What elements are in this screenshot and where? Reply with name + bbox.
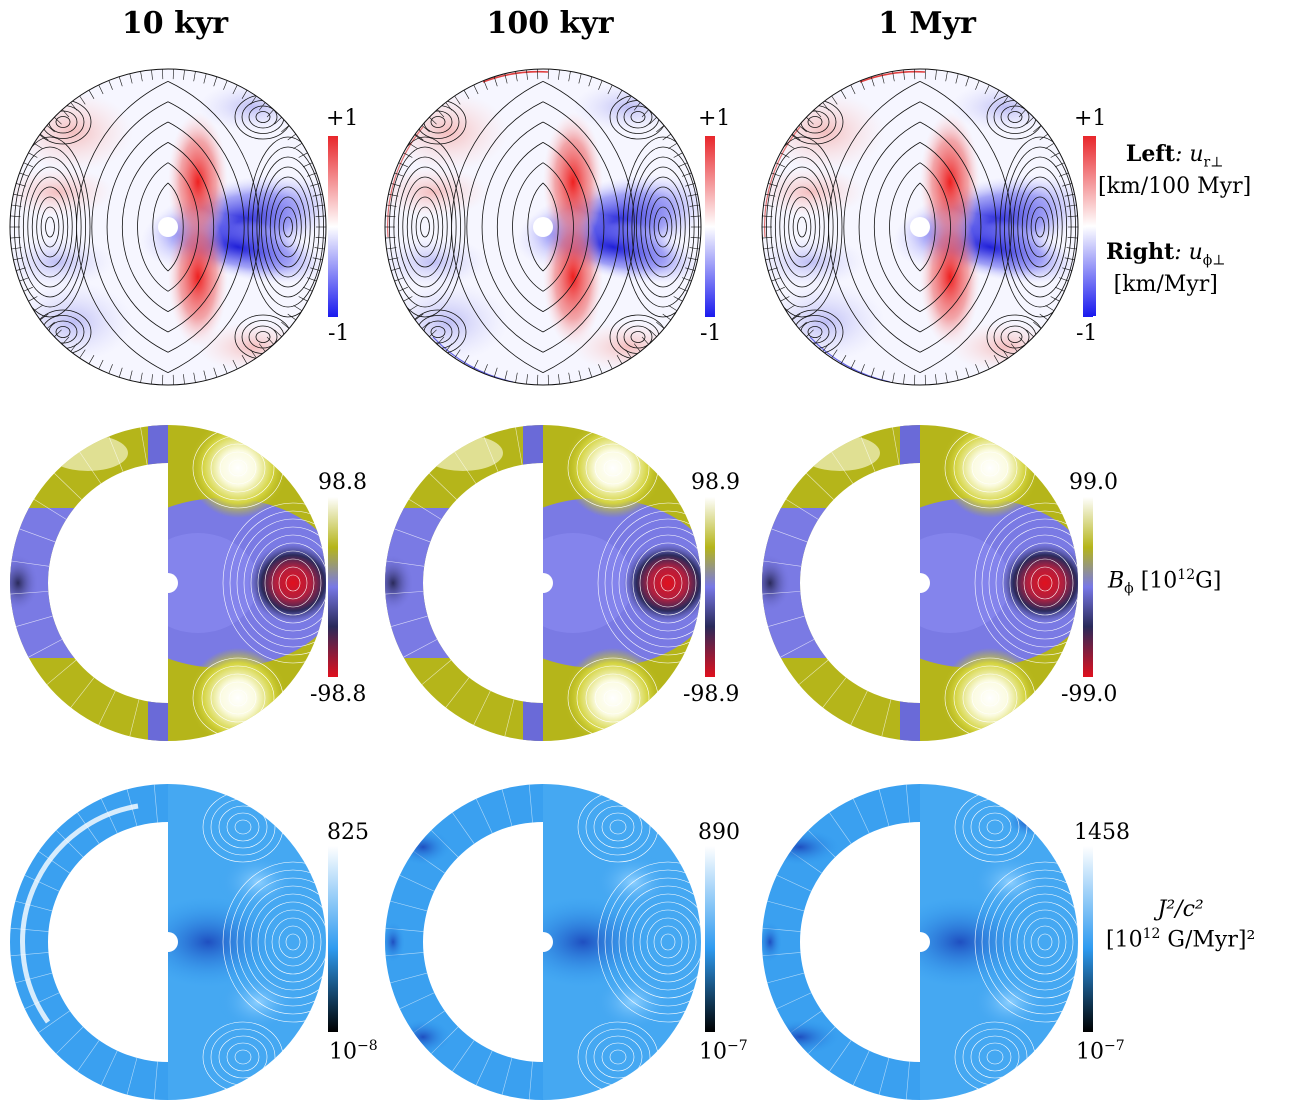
colorbar-3-1-min: 10−8 [329, 1038, 378, 1065]
colorbar-2-1-max: 98.8 [318, 470, 367, 495]
colorbar-2-1-min: -98.8 [310, 682, 367, 707]
colorbar-current-1 [328, 846, 338, 1032]
colorbar-toroidal-3 [1083, 497, 1093, 677]
colorbar-2-3-min: -99.0 [1061, 682, 1118, 707]
row3-current-label: J²/c² [1012 G/Myr]² [1106, 897, 1256, 953]
colorbar-1-1-max: +1 [326, 106, 359, 131]
colorbar-velocity-1 [328, 136, 338, 317]
panel-velocity-1 [9, 68, 327, 386]
panel-current-density-1 [10, 784, 326, 1100]
colorbar-2-3-max: 99.0 [1069, 470, 1118, 495]
colorbar-3-2-min: 10−7 [699, 1038, 748, 1065]
colorbar-1-2-max: +1 [698, 106, 731, 131]
panel-current-density-3 [762, 784, 1078, 1100]
colorbar-2-2-min: -98.9 [683, 682, 740, 707]
colorbar-1-3-max: +1 [1074, 106, 1107, 131]
colorbar-toroidal-2 [705, 497, 715, 677]
colorbar-velocity-key [1086, 136, 1096, 316]
colorbar-3-3-min: 10−7 [1076, 1038, 1125, 1065]
colorbar-1-1-min: -1 [328, 321, 350, 346]
colorbar-toroidal-1 [328, 497, 338, 677]
column-title-1myr: 1 Myr [878, 6, 976, 41]
colorbar-velocity-2 [705, 136, 715, 317]
panel-toroidal-field-1 [10, 425, 326, 741]
panel-current-density-2 [385, 784, 701, 1100]
panel-velocity-2 [384, 68, 702, 386]
colorbar-1-3-min: -1 [1076, 321, 1098, 346]
row1-left-label: Left: ur⊥ [km/100 Myr] [1098, 141, 1252, 200]
colorbar-2-2-max: 98.9 [691, 470, 740, 495]
colorbar-3-3-max: 1458 [1074, 820, 1130, 845]
colorbar-3-2-max: 890 [698, 820, 740, 845]
column-title-10kyr: 10 kyr [121, 6, 229, 41]
row1-right-label: Right: uϕ⊥ [km/Myr] [1106, 239, 1226, 298]
colorbar-1-2-min: -1 [700, 321, 722, 346]
colorbar-current-2 [705, 846, 715, 1032]
colorbar-current-3 [1083, 846, 1093, 1032]
colorbar-3-1-max: 825 [327, 820, 369, 845]
row2-field-label: Bϕ [1012G] [1108, 567, 1222, 597]
column-title-100kyr: 100 kyr [486, 6, 614, 41]
panel-velocity-3 [761, 68, 1079, 386]
